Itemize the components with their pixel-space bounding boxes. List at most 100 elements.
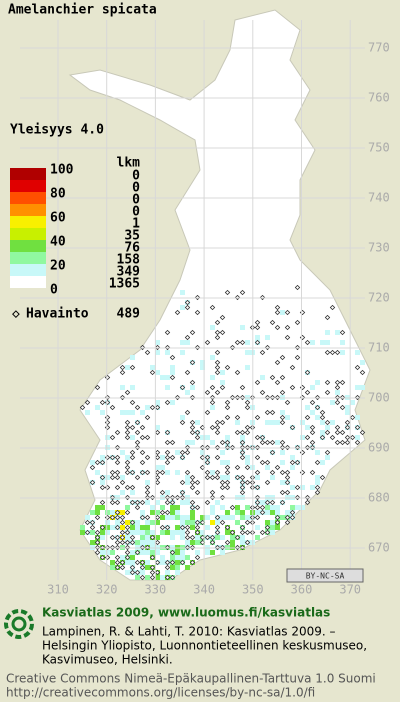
observation-point <box>109 474 116 481</box>
occurrence-cell <box>170 510 175 515</box>
occurrence-cell <box>185 440 190 445</box>
observation-point <box>164 509 171 516</box>
occurrence-cell <box>320 340 325 345</box>
occurrence-cell <box>95 405 100 410</box>
observation-point <box>204 454 211 461</box>
occurrence-cell <box>255 535 260 540</box>
observation-point <box>219 484 226 491</box>
observation-point <box>304 339 311 346</box>
observation-point <box>314 459 321 466</box>
observation-point <box>204 339 211 346</box>
observation-point <box>184 534 191 541</box>
observation-point <box>279 354 286 361</box>
occurrence-cell <box>105 510 110 515</box>
observation-point <box>239 454 246 461</box>
observation-point <box>339 329 346 336</box>
observation-point <box>169 499 176 506</box>
occurrence-cell <box>150 540 155 545</box>
occurrence-cell <box>120 450 125 455</box>
observation-point <box>269 374 276 381</box>
observation-point <box>154 514 161 521</box>
license-line: Creative Commons Nimeä-Epäkaupallinen-Ta… <box>6 672 376 686</box>
occurrence-cell <box>120 490 125 495</box>
observation-point <box>114 559 121 566</box>
occurrence-cell <box>125 535 130 540</box>
observation-point <box>259 349 266 356</box>
observation-point <box>199 539 206 546</box>
observation-point <box>124 529 131 536</box>
license-line: http://creativecommons.org/licenses/by-n… <box>6 686 315 700</box>
observation-point <box>279 389 286 396</box>
grid-label: 350 <box>242 583 264 597</box>
grid-label: 750 <box>368 141 390 155</box>
observation-point <box>129 539 136 546</box>
occurrence-cell <box>270 530 275 535</box>
observation-point <box>179 384 186 391</box>
observation-point <box>244 539 251 546</box>
occurrence-cell <box>210 520 215 525</box>
observation-point <box>174 309 181 316</box>
count-header: lkm <box>117 156 141 171</box>
observation-point <box>114 524 121 531</box>
observation-point <box>129 564 136 571</box>
observation-point <box>184 449 191 456</box>
observation-point <box>254 499 261 506</box>
observation-point <box>354 424 361 431</box>
observation-point <box>114 539 121 546</box>
occurrence-cell <box>110 525 115 530</box>
occurrence-cell <box>160 505 165 510</box>
observation-point <box>254 339 261 346</box>
observation-point <box>164 564 171 571</box>
occurrence-cell <box>100 530 105 535</box>
observation-point <box>259 434 266 441</box>
occurrence-cell <box>325 340 330 345</box>
observation-point <box>169 574 176 581</box>
observation-point <box>274 379 281 386</box>
observation-point <box>204 474 211 481</box>
observation-point <box>314 484 321 491</box>
occurrence-cell <box>145 535 150 540</box>
occurrence-cell <box>265 510 270 515</box>
occurrence-cell <box>175 555 180 560</box>
occurrence-cell <box>165 570 170 575</box>
observation-point <box>124 484 131 491</box>
occurrence-cell <box>125 365 130 370</box>
observation-point <box>324 449 331 456</box>
occurrence-cell <box>270 520 275 525</box>
observation-point <box>254 454 261 461</box>
observation-point <box>89 519 96 526</box>
observation-point <box>259 504 266 511</box>
occurrence-cell <box>185 520 190 525</box>
observation-point <box>224 414 231 421</box>
observation-point <box>254 514 261 521</box>
occurrence-cell <box>160 465 165 470</box>
occurrence-cell <box>135 530 140 535</box>
occurrence-cell <box>275 505 280 510</box>
occurrence-cell <box>180 290 185 295</box>
observation-point <box>189 534 196 541</box>
occurrence-cell <box>220 505 225 510</box>
observation-point <box>119 534 126 541</box>
occurrence-cell <box>255 510 260 515</box>
observation-point <box>214 474 221 481</box>
observation-point <box>279 419 286 426</box>
occurrence-cell <box>315 380 320 385</box>
occurrence-cell <box>235 420 240 425</box>
observation-point <box>109 454 116 461</box>
occurrence-cell <box>290 455 295 460</box>
cc-badge-text: BY-NC-SA <box>306 572 345 581</box>
observation-point <box>194 529 201 536</box>
observation-point <box>234 339 241 346</box>
count: 0 <box>132 169 140 184</box>
observation-point <box>124 509 131 516</box>
observation-point <box>219 329 226 336</box>
observation-point <box>214 329 221 336</box>
observation-point <box>234 414 241 421</box>
occurrence-cell <box>95 510 100 515</box>
occurrence-cell <box>90 530 95 535</box>
grid-label: 760 <box>368 91 390 105</box>
observation-point <box>184 369 191 376</box>
observation-point <box>99 459 106 466</box>
